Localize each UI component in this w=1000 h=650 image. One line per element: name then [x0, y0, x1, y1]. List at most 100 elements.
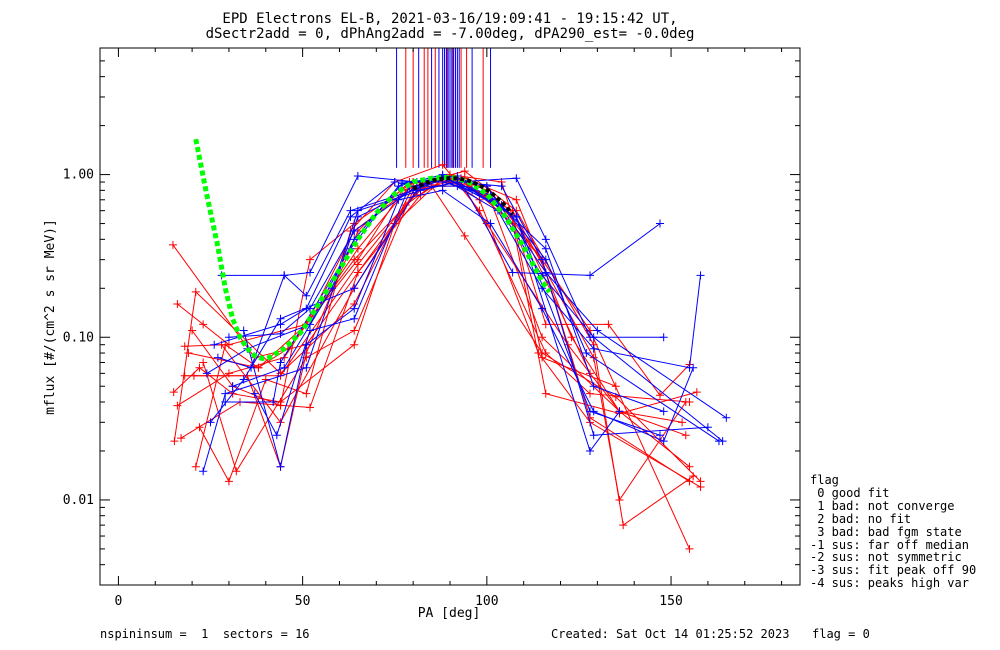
- data-point: [659, 407, 668, 416]
- chart-subtitle: dSectr2add = 0, dPhAng2add = -7.00deg, d…: [206, 26, 695, 42]
- data-point: [541, 389, 550, 398]
- data-point: [586, 333, 594, 342]
- data-point: [685, 397, 694, 406]
- data-point: [302, 304, 311, 313]
- data-point: [692, 388, 701, 397]
- data-point: [460, 167, 469, 176]
- data-point: [350, 284, 359, 293]
- series-10: [189, 174, 690, 471]
- data-point: [497, 182, 506, 191]
- data-point: [593, 326, 602, 335]
- data-point: [199, 358, 208, 367]
- data-point: [302, 291, 311, 300]
- data-point: [302, 363, 311, 372]
- data-point: [541, 320, 550, 329]
- series-line: [214, 181, 620, 453]
- fit-curves: [193, 138, 552, 362]
- series-22: [210, 178, 624, 455]
- data-point: [221, 389, 230, 398]
- data-point: [615, 407, 624, 416]
- series-20: [224, 174, 705, 372]
- data-point: [512, 195, 521, 204]
- x-tick-label: 150: [659, 594, 682, 609]
- data-point: [221, 397, 230, 406]
- data-point: [191, 462, 200, 471]
- series-line: [228, 177, 701, 369]
- series-19: [217, 174, 668, 416]
- data-point: [177, 434, 186, 443]
- series-4: [169, 178, 694, 486]
- data-point: [221, 340, 230, 349]
- data-point: [188, 326, 197, 335]
- data-point: [269, 397, 278, 406]
- legend-item: 0 good fit: [810, 485, 890, 500]
- data-point: [280, 363, 289, 372]
- data-point: [538, 304, 547, 313]
- x-tick-label: 100: [475, 594, 498, 609]
- series-line: [217, 175, 661, 369]
- data-point: [232, 467, 241, 476]
- fit-curve-green: [193, 138, 552, 362]
- chart-title: EPD Electrons EL-B, 2021-03-16/19:09:41 …: [222, 11, 677, 27]
- data-point: [714, 437, 723, 446]
- data-point: [180, 371, 189, 380]
- legend-title: flag: [810, 473, 839, 487]
- legend-item: -2 sus: not symmetric: [810, 550, 962, 565]
- axes: 0 50 100 150 0.01 0.10 1.00: [63, 47, 800, 609]
- series-3: [173, 174, 620, 391]
- data-point: [696, 271, 705, 280]
- data-point: [656, 219, 664, 228]
- data-point: [170, 437, 179, 446]
- data-point: [586, 389, 594, 398]
- series-18: [213, 172, 664, 372]
- data-point: [272, 431, 281, 440]
- data-point: [416, 186, 425, 195]
- data-point: [173, 401, 182, 410]
- data-point: [306, 268, 314, 277]
- series-line: [210, 177, 664, 423]
- data-point: [589, 407, 598, 416]
- data-point: [394, 195, 403, 204]
- footer-created: Created: Sat Oct 14 01:25:52 2023: [551, 627, 790, 641]
- footer-sectors: nspininsum = 1 sectors = 16: [100, 627, 310, 641]
- legend-item: -4 sus: peaks high var: [810, 576, 969, 591]
- data-point: [353, 172, 362, 181]
- data-point: [276, 401, 285, 410]
- series-line: [221, 177, 664, 412]
- series-24: [239, 186, 698, 471]
- data-point: [195, 423, 204, 432]
- data-point: [656, 431, 664, 440]
- data-point: [302, 389, 311, 398]
- data-point: [213, 353, 222, 362]
- peak-lines: [396, 48, 492, 168]
- data-point: [589, 344, 598, 353]
- data-point: [659, 333, 668, 342]
- data-point: [306, 255, 314, 264]
- data-point: [390, 178, 399, 187]
- data-point: [615, 495, 624, 504]
- data-point: [276, 329, 285, 338]
- data-point: [685, 544, 694, 553]
- data-point: [541, 255, 550, 264]
- flag-legend: flag 0 good fit 1 bad: not converge 2 ba…: [810, 474, 976, 590]
- legend-item: 2 bad: no fit: [810, 511, 912, 526]
- legend-item: 1 bad: not converge: [810, 498, 955, 513]
- data-point: [703, 423, 712, 432]
- data-point: [276, 462, 285, 471]
- data-point: [199, 320, 208, 329]
- footer-flag: flag = 0: [812, 627, 870, 641]
- series-line: [173, 181, 690, 482]
- data-point: [350, 340, 359, 349]
- data-point: [353, 206, 362, 215]
- data-point: [512, 174, 521, 183]
- data-point: [468, 186, 477, 195]
- data-point: [280, 353, 289, 362]
- data-point: [353, 268, 362, 277]
- data-point: [619, 521, 628, 530]
- data-point: [541, 235, 550, 244]
- series-1: [168, 170, 694, 471]
- data-point: [353, 244, 362, 253]
- data-point: [306, 403, 314, 412]
- data-point: [659, 437, 668, 446]
- series-line: [202, 177, 683, 473]
